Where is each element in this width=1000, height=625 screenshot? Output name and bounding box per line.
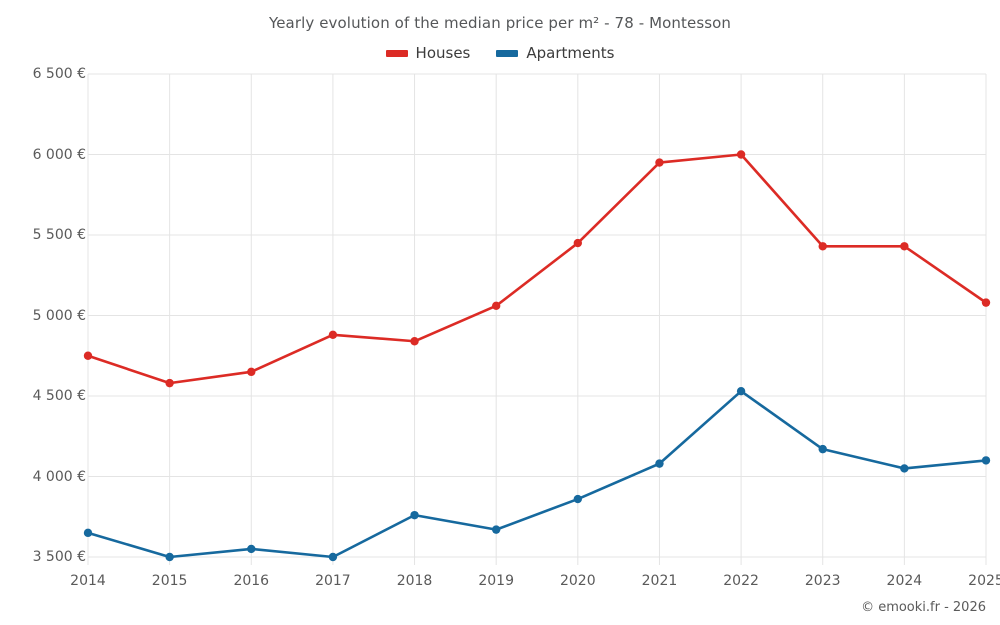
y-axis-tick-label: 4 000 € bbox=[32, 468, 86, 485]
legend-label-houses: Houses bbox=[415, 44, 471, 62]
y-axis-tick-label: 3 500 € bbox=[32, 549, 86, 565]
x-axis-tick-label: 2022 bbox=[723, 573, 759, 589]
x-axis-tick-label: 2015 bbox=[151, 573, 188, 589]
x-axis-tick-label: 2016 bbox=[233, 573, 270, 589]
x-axis-tick-label: 2024 bbox=[886, 573, 923, 589]
chart-legend: Houses Apartments bbox=[0, 44, 1000, 62]
y-axis-tick-label: 5 000 € bbox=[32, 307, 86, 324]
x-axis-tick-label: 2014 bbox=[70, 573, 106, 589]
x-axis-tick-label: 2018 bbox=[396, 573, 433, 589]
legend-item-apartments[interactable]: Apartments bbox=[496, 44, 614, 62]
legend-label-apartments: Apartments bbox=[526, 44, 615, 62]
x-axis-tick-label: 2020 bbox=[559, 573, 596, 589]
y-axis-tick-label: 6 500 € bbox=[32, 66, 86, 82]
line-swatch-icon bbox=[385, 49, 408, 57]
legend-item-houses[interactable]: Houses bbox=[385, 44, 471, 62]
x-axis-tick-label: 2021 bbox=[641, 573, 678, 589]
line-swatch-icon bbox=[496, 49, 519, 57]
y-axis-tick-label: 4 500 € bbox=[32, 388, 86, 404]
y-axis-tick-label: 5 500 € bbox=[32, 227, 86, 243]
x-axis-tick-label: 2017 bbox=[315, 573, 351, 589]
x-axis-tick-label: 2023 bbox=[804, 573, 841, 589]
y-axis-tick-label: 6 000 € bbox=[32, 146, 86, 163]
credit-label: © emooki.fr - 2026 bbox=[861, 600, 986, 615]
x-axis-tick-label: 2019 bbox=[478, 573, 514, 589]
chart-title: Yearly evolution of the median price per… bbox=[268, 14, 732, 32]
x-axis-tick-label: 2025 bbox=[968, 573, 1000, 589]
y-axis: 6 500 € 6 000 € 5 500 € 5 000 € 4 500 € 4 000… bbox=[0, 0, 86, 625]
